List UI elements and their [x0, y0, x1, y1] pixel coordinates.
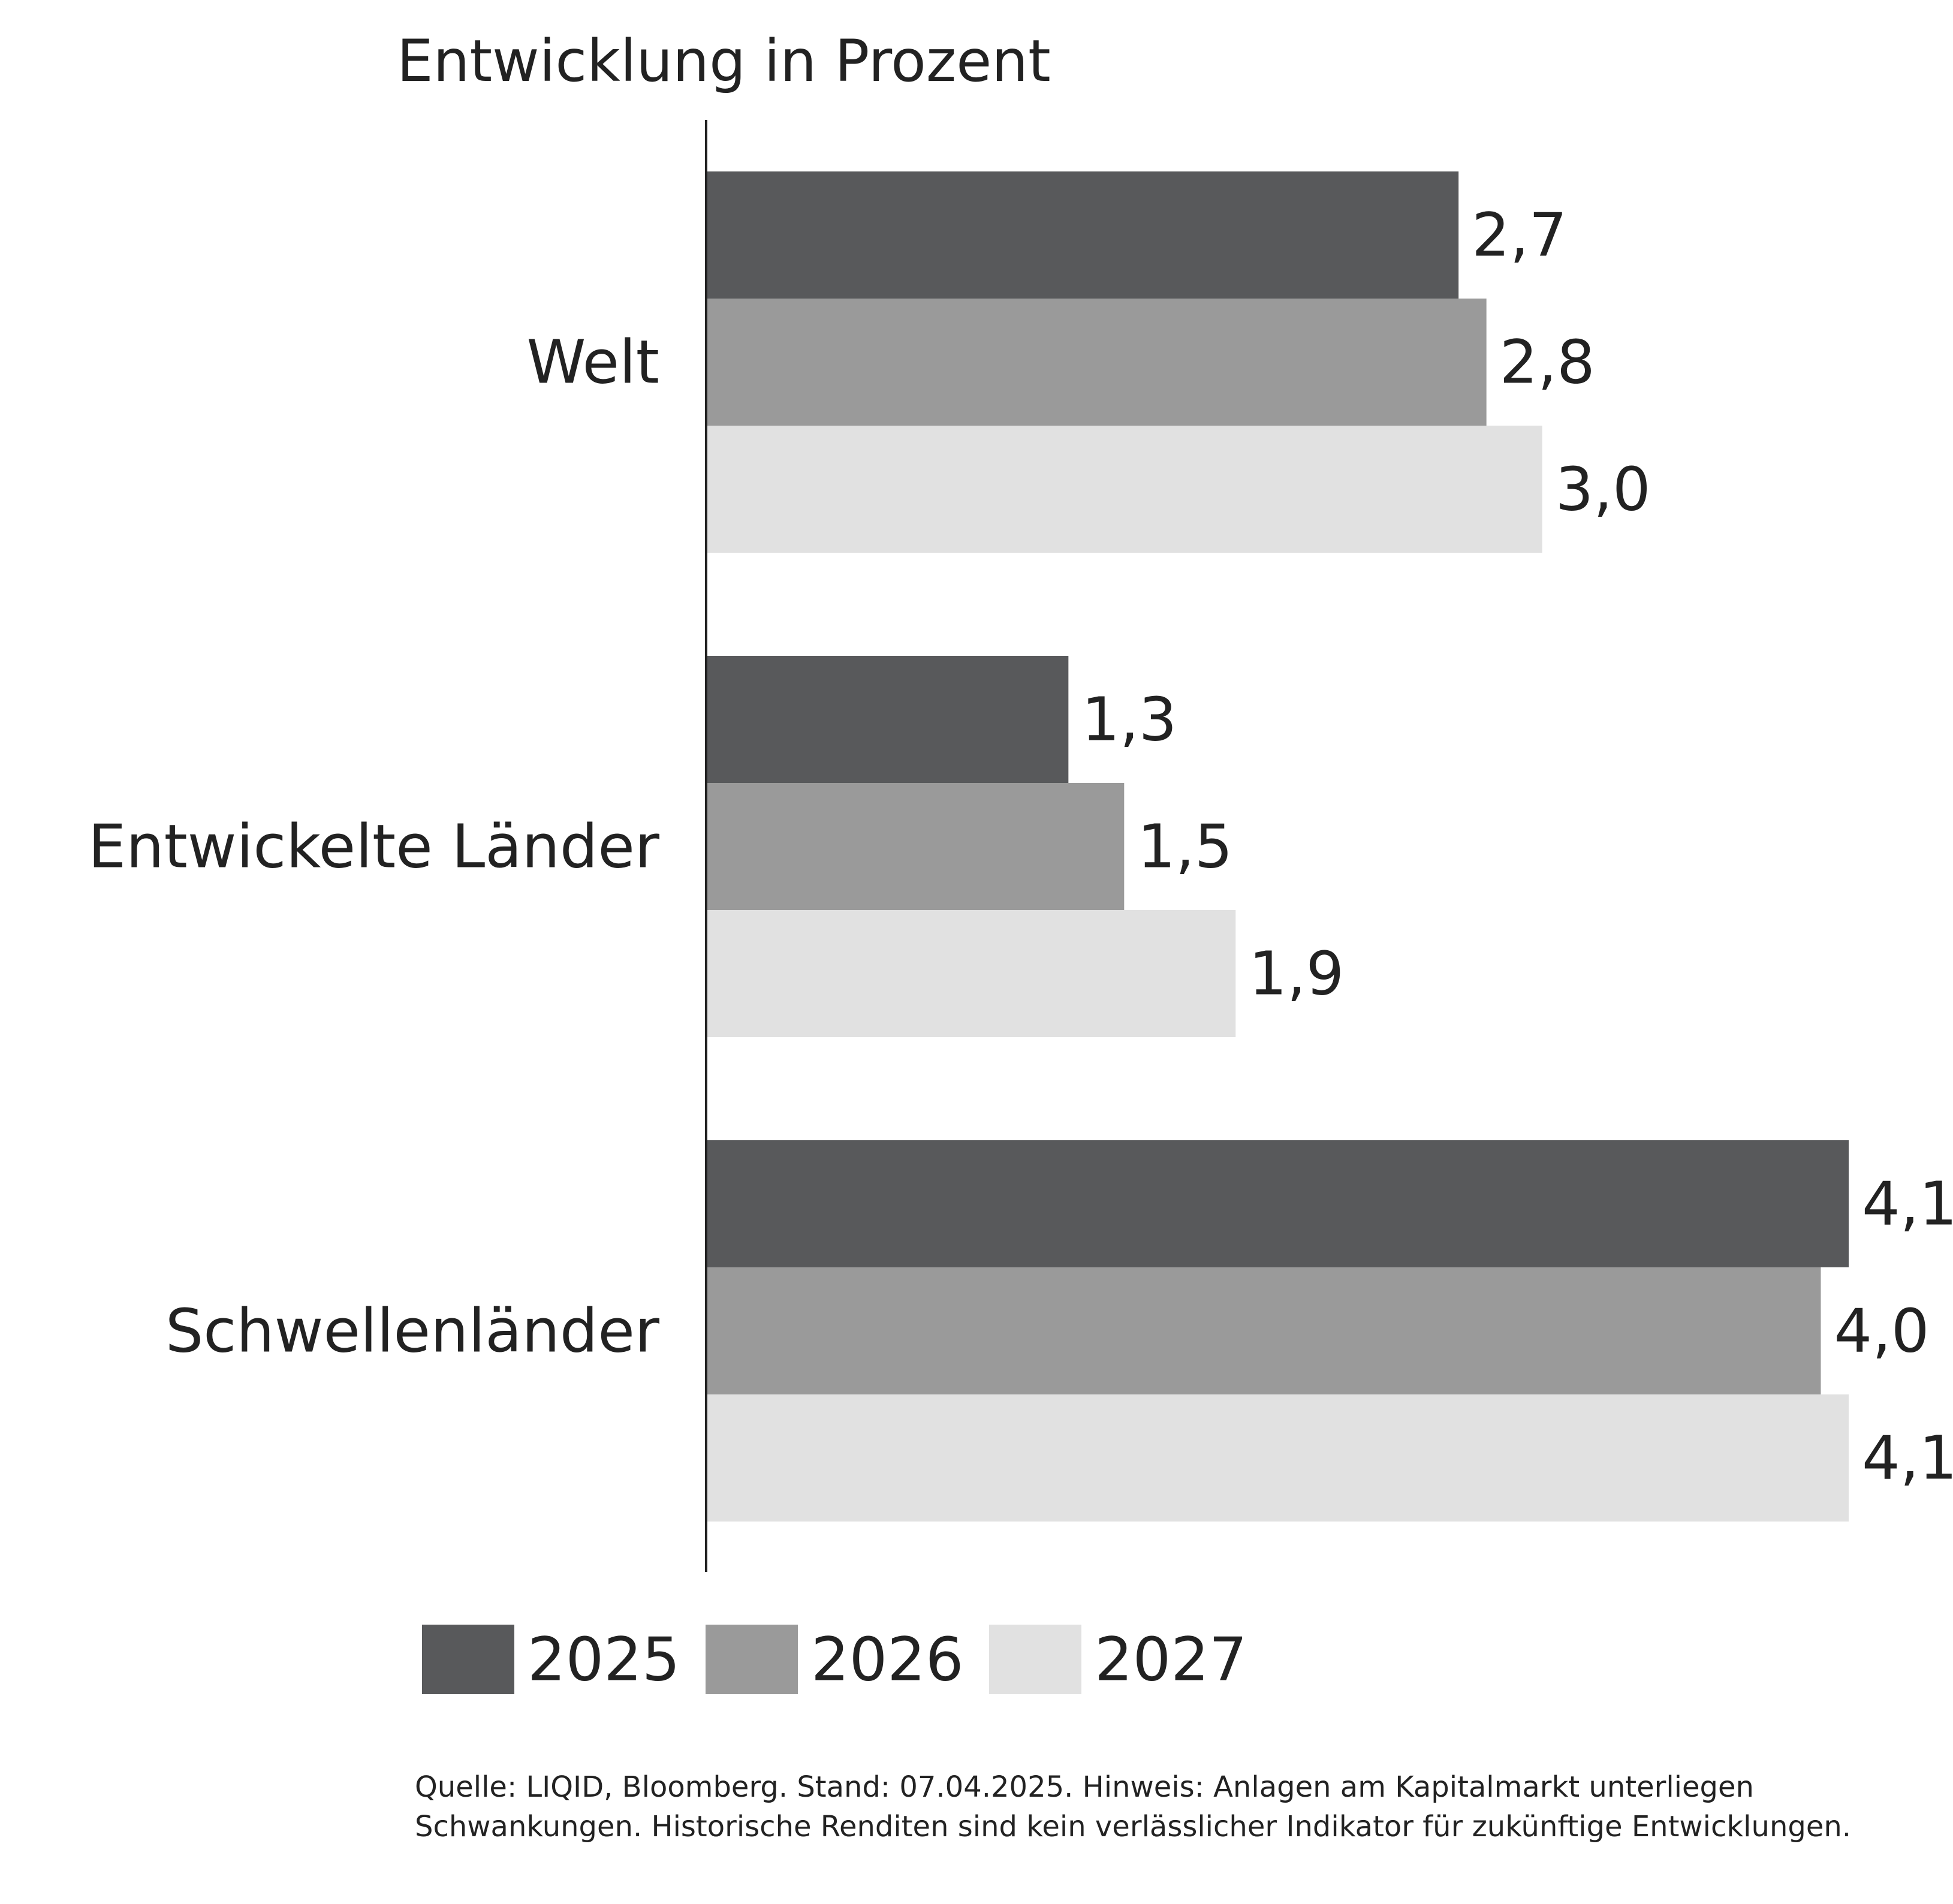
category-label: Entwickelte Länder [88, 812, 660, 882]
chart-title: Entwicklung in Prozent [397, 28, 1051, 95]
bar-2027-0 [706, 426, 1542, 553]
legend-label-2026: 2026 [811, 1625, 964, 1695]
value-label: 4,1 [1862, 1423, 1953, 1493]
legend-swatch-2025 [422, 1625, 514, 1694]
value-label: 3,0 [1556, 454, 1651, 525]
legend-swatch-2027 [989, 1625, 1081, 1694]
bar-2025-2 [706, 1140, 1849, 1267]
value-label: 1,9 [1249, 939, 1344, 1009]
bar-2026-1 [706, 783, 1125, 910]
bar-2026-0 [706, 299, 1487, 426]
bar-2025-1 [706, 656, 1069, 783]
value-label: 1,3 [1081, 685, 1177, 755]
bars-layer [706, 171, 1849, 1522]
value-label: 1,5 [1137, 812, 1232, 882]
category-labels-layer: Welt Entwickelte Länder Schwellenländer [88, 327, 660, 1366]
value-label: 2,8 [1500, 327, 1595, 397]
bar-2025-0 [706, 171, 1459, 299]
bar-2027-1 [706, 910, 1236, 1037]
category-label: Welt [526, 327, 659, 397]
value-label: 2,7 [1472, 200, 1567, 270]
value-labels-layer: 2,7 2,8 3,0 1,3 1,51,9 4,1 4,0 4,1 [1081, 200, 1953, 1493]
bar-2027-2 [706, 1394, 1849, 1522]
legend: 2025 2026 2027 [422, 1625, 1247, 1695]
value-label: 4,1 [1862, 1169, 1953, 1239]
legend-swatch-2026 [706, 1625, 798, 1694]
bar-2026-2 [706, 1267, 1821, 1394]
legend-label-2027: 2027 [1095, 1625, 1247, 1695]
category-label: Schwellenländer [165, 1296, 660, 1366]
legend-label-2025: 2025 [528, 1625, 680, 1695]
source-footnote: Quelle: LIQID, Bloomberg. Stand: 07.04.2… [415, 1770, 1852, 1843]
value-label: 4,0 [1834, 1296, 1930, 1366]
